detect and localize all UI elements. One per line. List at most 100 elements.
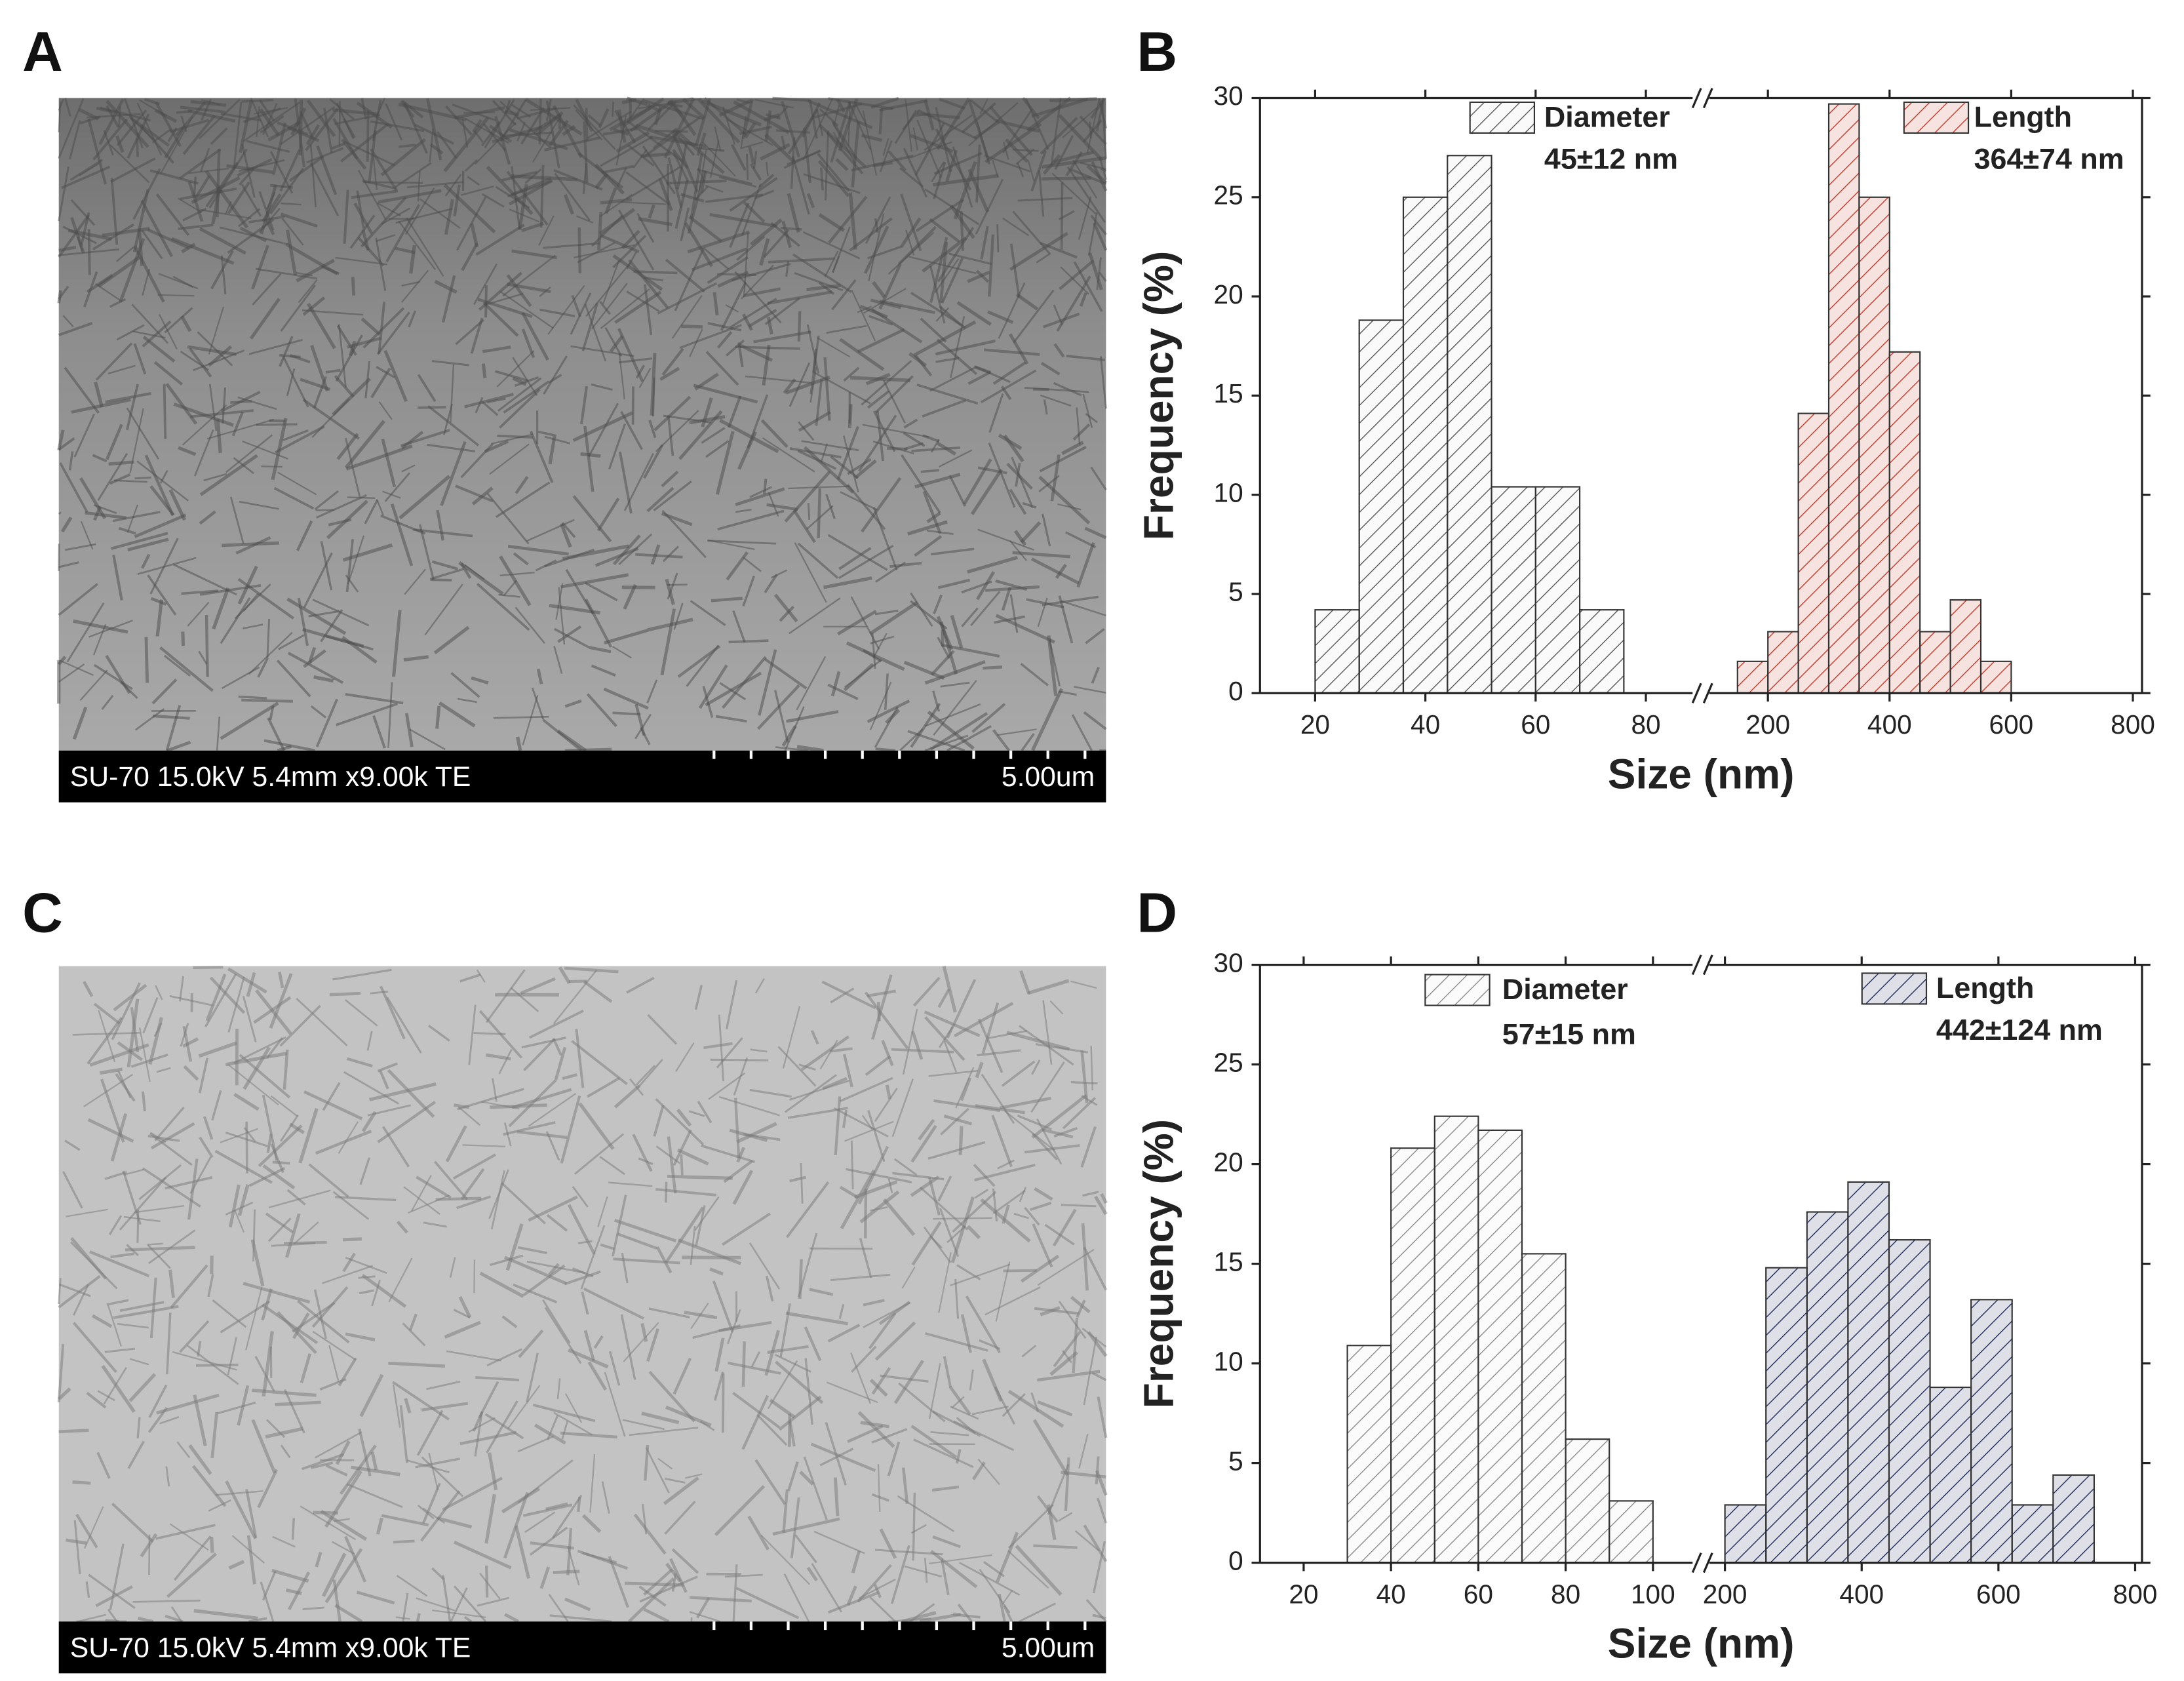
sem-fiber (486, 1400, 518, 1454)
histogram-bar (1609, 1500, 1654, 1564)
sem-fiber (653, 395, 692, 431)
sem-fiber (434, 279, 458, 294)
sem-fiber (874, 375, 914, 414)
sem-fiber (700, 170, 707, 193)
sem-fiber (599, 300, 612, 315)
sem-fiber (314, 490, 340, 511)
sem-fiber (763, 229, 790, 258)
sem-fiber (520, 977, 556, 995)
sem-fiber (302, 398, 360, 440)
sem-fiber (75, 1513, 98, 1549)
sem-fiber (968, 102, 1019, 147)
sem-fiber (482, 193, 505, 208)
sem-fiber (730, 144, 747, 171)
sem-fiber (782, 1006, 801, 1069)
sem-fiber (1100, 1193, 1108, 1204)
sem-fiber (381, 207, 411, 226)
sem-fiber (298, 100, 303, 156)
sem-fiber (832, 131, 843, 148)
y-tick-label: 10 (1214, 1346, 1243, 1376)
sem-fiber (237, 1385, 250, 1426)
sem-fiber (503, 580, 518, 597)
sem-fiber (826, 1381, 878, 1404)
sem-fiber (69, 159, 103, 181)
sem-fiber (860, 1421, 889, 1429)
sem-fiber (305, 124, 321, 146)
sem-fiber (935, 339, 996, 356)
sem-fiber (182, 1037, 199, 1048)
sem-fiber (929, 366, 976, 392)
sem-fiber (572, 411, 633, 443)
sem-fiber (961, 102, 996, 134)
sem-fiber (511, 249, 558, 260)
sem-fiber (821, 980, 876, 1010)
sem-fiber (638, 98, 702, 109)
sem-fiber (58, 245, 77, 252)
sem-fiber (1038, 170, 1045, 217)
sem-fiber (661, 509, 707, 559)
sem-fiber (702, 141, 736, 177)
sem-fiber (1083, 711, 1107, 730)
sem-fiber (554, 1046, 567, 1080)
y-tick-label: 0 (1228, 676, 1243, 706)
sem-fiber (302, 309, 364, 316)
sem-fiber (657, 282, 718, 315)
sem-fiber (865, 372, 891, 386)
sem-fiber (173, 1535, 212, 1581)
sem-fiber (272, 1535, 296, 1548)
sem-fiber (152, 714, 190, 720)
legend-swatch (1424, 974, 1491, 1006)
sem-fiber (198, 1058, 209, 1094)
sem-fiber (463, 1615, 473, 1623)
sem-fiber (268, 1189, 331, 1208)
sem-fiber (524, 1511, 556, 1533)
sem-fiber (703, 1042, 733, 1050)
sem-fiber (747, 1515, 770, 1551)
sem-fiber (712, 1280, 734, 1333)
sem-fiber (824, 250, 839, 277)
sem-fiber (576, 215, 594, 224)
sem-fiber (322, 1265, 374, 1284)
sem-fiber (863, 1299, 885, 1307)
sem-fiber (912, 976, 941, 1007)
sem-fiber (123, 1168, 144, 1176)
sem-fiber (1053, 382, 1082, 397)
sem-fiber (851, 1345, 877, 1373)
sem-fiber (561, 522, 576, 538)
sem-fiber (971, 703, 1006, 733)
sem-fiber (1024, 98, 1049, 150)
sem-fiber (732, 610, 746, 643)
sem-fiber (357, 170, 387, 220)
sem-fiber (458, 1106, 481, 1126)
sem-fiber (509, 128, 568, 151)
sem-fiber (1001, 1060, 1036, 1087)
sem-fiber (316, 145, 338, 195)
sem-fiber (612, 646, 632, 659)
sem-fiber (657, 1457, 673, 1470)
sem-fiber (1002, 108, 1033, 154)
annotation: 442±124 nm (1936, 1013, 2103, 1046)
sem-fiber (370, 990, 389, 995)
x-tick-label: 200 (1745, 709, 1790, 740)
sem-fiber (147, 574, 177, 616)
sem-fiber (577, 1240, 593, 1244)
sem-fiber (200, 208, 252, 220)
sem-fiber (707, 539, 755, 551)
sem-fiber (314, 1431, 362, 1459)
sem-fiber (688, 215, 723, 243)
sem-fiber (868, 1312, 897, 1349)
sem-fiber (983, 665, 1003, 670)
sem-fiber (200, 98, 212, 121)
sem-fiber (479, 1271, 524, 1298)
sem-fiber (225, 1052, 288, 1067)
sem-fiber (471, 676, 489, 684)
sem-fiber (349, 214, 376, 249)
sem-fiber (735, 1587, 800, 1619)
sem-fiber (252, 273, 282, 306)
sem-fiber (637, 1059, 663, 1088)
sem-fiber (903, 418, 918, 429)
sem-fiber (445, 1125, 467, 1162)
sem-fiber (966, 1225, 981, 1240)
sem-fiber (515, 475, 529, 494)
histogram-bar (1797, 412, 1830, 694)
